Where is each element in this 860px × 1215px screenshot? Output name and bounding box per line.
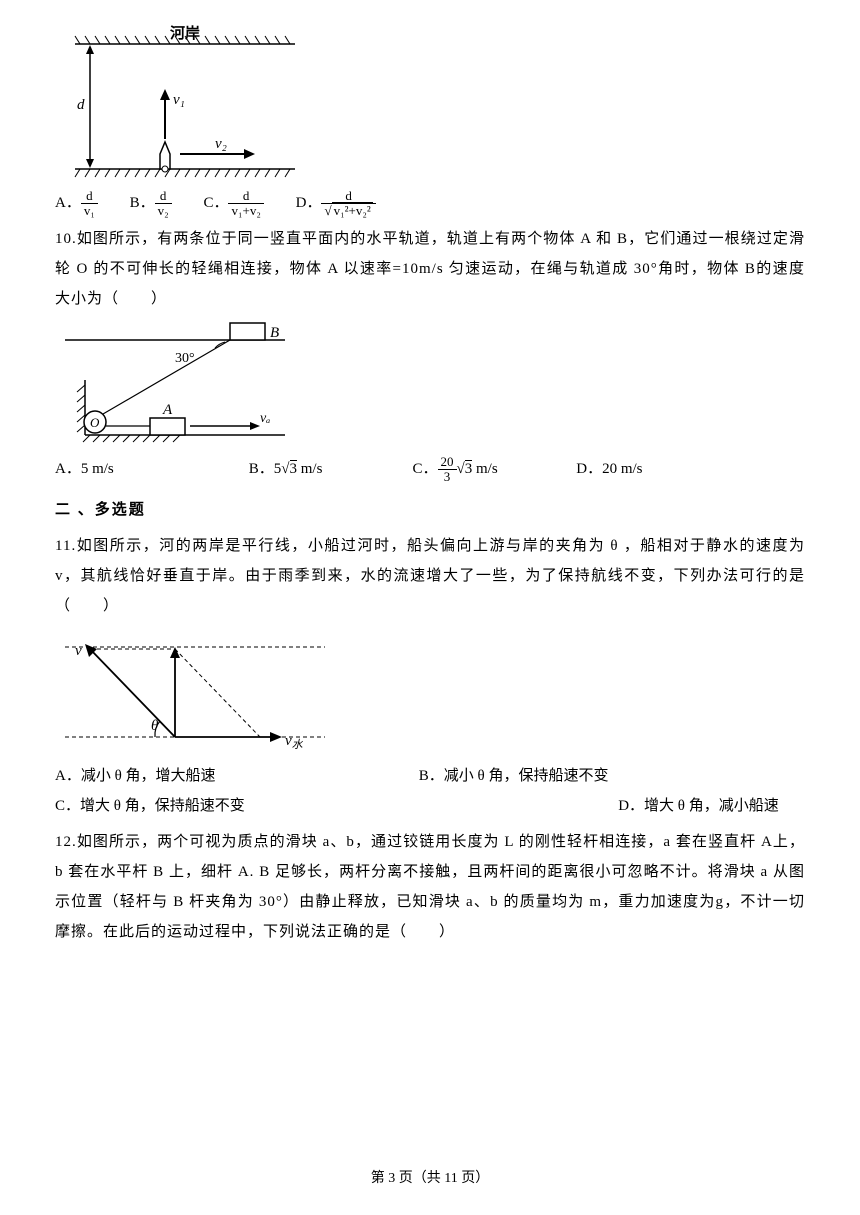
- q11-figure: v v水 θ: [55, 627, 805, 757]
- a-label: A: [162, 402, 173, 418]
- q10-text: 10.如图所示，有两条位于同一竖直平面内的水平轨道，轨道上有两个物体 A 和 B…: [55, 224, 805, 314]
- q10-figure: B O 30° A vₐ: [55, 320, 805, 450]
- q9-option-c: C．dv₁+v₂: [203, 188, 263, 218]
- q9-option-d: D．d√v₁²+v₂²: [296, 188, 376, 218]
- v1-label: v₁: [173, 92, 185, 108]
- d-label: d: [77, 97, 85, 113]
- theta-label: θ: [151, 718, 159, 734]
- q9-figure: 河岸 d v₁ v₂: [55, 24, 805, 184]
- q10-options: A．5 m/s B．5√3 m/s C．203√3 m/s D．20 m/s: [55, 454, 805, 484]
- q11-option-d: D．增大 θ 角，减小船速: [419, 791, 779, 821]
- angle-label: 30°: [175, 351, 195, 366]
- q10-option-b: B．5√3 m/s: [249, 454, 409, 484]
- q9-options: A．dv₁ B．dv₂ C．dv₁+v₂ D．d√v₁²+v₂²: [55, 188, 805, 218]
- vwater-label: v水: [285, 733, 304, 751]
- b-label: B: [270, 325, 279, 341]
- q9-option-a: A．dv₁: [55, 188, 98, 218]
- q10-option-d: D．20 m/s: [576, 454, 642, 484]
- v-label: v: [75, 643, 82, 659]
- riverside-label: 河岸: [170, 24, 200, 42]
- q11-option-c: C．增大 θ 角，保持船速不变: [55, 791, 415, 821]
- q11-option-b: B．减小 θ 角，保持船速不变: [419, 761, 779, 791]
- q12-text: 12.如图所示，两个可视为质点的滑块 a、b，通过铰链用长度为 L 的刚性轻杆相…: [55, 827, 805, 947]
- o-label: O: [90, 415, 100, 430]
- section-2-heading: 二 、多选题: [55, 495, 805, 525]
- q11-text: 11.如图所示，河的两岸是平行线，小船过河时，船头偏向上游与岸的夹角为 θ ，船…: [55, 531, 805, 621]
- q11-option-a: A．减小 θ 角，增大船速: [55, 761, 415, 791]
- q9-option-b: B．dv₂: [130, 188, 172, 218]
- q10-option-a: A．5 m/s: [55, 454, 245, 484]
- q11-options: A．减小 θ 角，增大船速 B．减小 θ 角，保持船速不变 C．增大 θ 角，保…: [55, 761, 805, 821]
- q10-option-c: C．203√3 m/s: [413, 454, 573, 484]
- v2-label: v₂: [215, 136, 227, 152]
- page-footer: 第 3 页（共 11 页）: [0, 1165, 860, 1193]
- va-label: vₐ: [260, 411, 270, 426]
